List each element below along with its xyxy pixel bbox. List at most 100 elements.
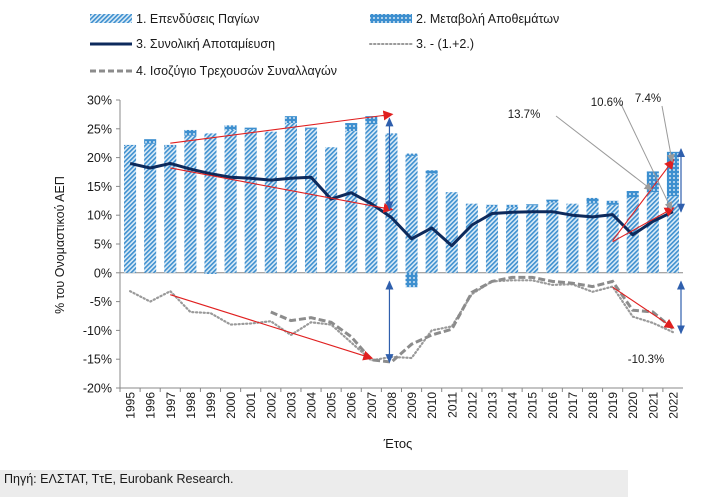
y-tick-label: 10% (87, 209, 112, 223)
annotation-label: -10.3% (628, 354, 664, 366)
bar-fixed-investment (485, 206, 499, 273)
x-tick-label: 2001 (244, 392, 258, 419)
bar-inventory-change (546, 199, 559, 203)
legend-label-difference: 3. - (1.+2.) (416, 37, 474, 51)
bar-inventory-change (485, 204, 499, 207)
bar-fixed-investment (184, 135, 197, 273)
plot-area: 30% 25% 20% 15% 10% 5% 0% -5% -10% -15% -20% 1995 19… (83, 93, 685, 419)
y-tick-label: -20% (83, 382, 112, 396)
source-bar (0, 470, 628, 497)
red-arrow-recent-saving (612, 207, 675, 243)
bar-fixed-investment (586, 203, 599, 273)
series-line-total-saving (129, 161, 674, 248)
x-tick-label: 2008 (385, 392, 399, 419)
x-tick-label: 2002 (264, 392, 278, 419)
bar-fixed-investment (506, 207, 519, 273)
y-tick-label: -15% (83, 353, 112, 367)
bar-inventory-change (224, 125, 237, 130)
bar-inventory-change (124, 144, 137, 147)
series-line-difference (129, 279, 674, 362)
x-tick-label: 2018 (586, 392, 600, 419)
x-tick-label: 2010 (425, 392, 439, 419)
bar-fixed-investment (325, 147, 338, 273)
legend: 1. Επενδύσεις Παγίων 2. Μεταβολή Αποθεμά… (90, 12, 559, 78)
leader-10-6 (620, 103, 672, 211)
bar-fixed-investment (606, 204, 619, 273)
bar-inventory-change (284, 116, 297, 124)
bar-fixed-investment (546, 202, 559, 273)
bar-inventory-change (586, 197, 599, 204)
y-tick-label: 30% (87, 94, 112, 108)
bar-fixed-investment (164, 147, 177, 273)
red-arrow-recent-current-account (612, 286, 675, 329)
y-tick-label: 25% (87, 122, 112, 136)
x-tick-label: 2013 (485, 392, 499, 419)
legend-swatch-fixed-investment (90, 14, 132, 23)
bar-inventory-change (606, 200, 619, 205)
series-line-current-account (270, 275, 674, 364)
bar-fixed-investment (224, 129, 237, 273)
bar-fixed-investment (646, 192, 659, 273)
annotation-label: 7.4% (635, 93, 661, 105)
red-arrow-investment (170, 110, 394, 144)
x-tick-label: 2000 (224, 392, 238, 419)
bar-inventory-change (184, 129, 197, 136)
legend-item-fixed-investment: 1. Επενδύσεις Παγίων (90, 12, 259, 26)
y-tick-label: -5% (90, 295, 112, 309)
x-tick-label: 1995 (124, 392, 138, 419)
x-tick-label: 2021 (646, 392, 660, 419)
bar-inventory-change (385, 133, 398, 135)
source-note: Πηγή: ΕΛΣΤΑΤ, ΤτΕ, Eurobank Research. (4, 472, 234, 486)
bar-fixed-investment (405, 155, 418, 273)
bar-inventory-change (304, 127, 318, 129)
legend-item-total-saving: 3. Συνολική Αποταμίευση (90, 37, 275, 51)
x-tick-label: 2014 (506, 392, 520, 419)
x-tick-label: 2019 (606, 392, 620, 419)
bar-inventory-change (164, 144, 177, 148)
bar-inventory-change (526, 204, 539, 206)
x-tick-label: 2004 (305, 392, 319, 419)
x-tick-label: 2022 (666, 392, 680, 419)
bar-inventory-change (244, 127, 257, 130)
bar-inventory-change (626, 191, 639, 198)
bar-fixed-investment (244, 129, 257, 273)
bar-fixed-investment (124, 146, 137, 273)
bar-inventory-change (345, 123, 358, 132)
y-tick-label: 5% (94, 238, 112, 252)
x-tick-label: 2016 (546, 392, 560, 419)
legend-item-difference: 3. - (1.+2.) (369, 37, 474, 51)
x-tick-label: 2011 (445, 392, 459, 418)
x-tick-label: 2006 (345, 392, 359, 419)
bar-fixed-investment (566, 203, 579, 273)
bar-fixed-investment (144, 143, 157, 273)
bar-fixed-investment (284, 123, 297, 273)
x-tick-label: 1999 (204, 392, 218, 419)
y-axis-title: % του Ονομαστικού ΑΕΠ (53, 176, 67, 314)
y-tick-label: -10% (83, 324, 112, 338)
annotation-label: 13.7% (508, 109, 541, 121)
x-tick-label: 1998 (184, 392, 198, 419)
legend-label-fixed-investment: 1. Επενδύσεις Παγίων (136, 12, 259, 26)
annotation-label: 10.6% (591, 97, 624, 109)
bar-inventory-change (405, 153, 418, 156)
x-tick-label: 2009 (405, 392, 419, 419)
bar-fixed-investment (385, 134, 398, 273)
bar-inventory-change (425, 170, 438, 174)
y-tick-label: 15% (87, 180, 112, 194)
bar-inventory-change (204, 272, 217, 274)
bar-fixed-investment (445, 192, 458, 273)
red-arrow-saving (170, 167, 394, 213)
red-arrow-recent-investment (612, 158, 675, 241)
chart: 1. Επενδύσεις Παγίων 2. Μεταβολή Αποθεμά… (53, 12, 685, 451)
y-tick-label: 20% (87, 151, 112, 165)
legend-swatch-inventory-change (370, 14, 412, 23)
x-tick-label: 2012 (465, 392, 479, 419)
legend-label-inventory-change: 2. Μεταβολή Αποθεμάτων (416, 12, 559, 26)
x-tick-label: 2007 (365, 392, 379, 419)
bar-fixed-investment (365, 124, 378, 273)
x-tick-label: 2003 (284, 392, 298, 419)
bar-fixed-investment (264, 131, 277, 273)
bar-inventory-change (506, 204, 519, 208)
bar-fixed-investment (304, 128, 318, 273)
bar-fixed-investment (666, 196, 679, 273)
